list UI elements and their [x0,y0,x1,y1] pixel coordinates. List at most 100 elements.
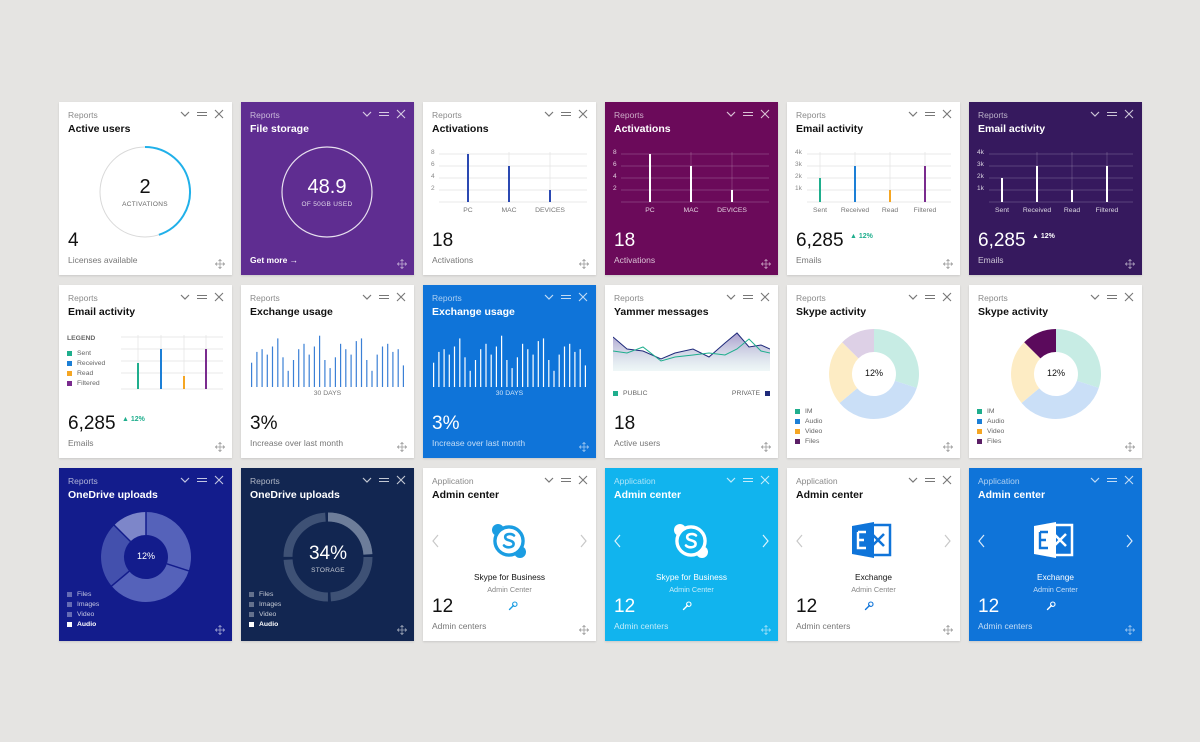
skype-activity-card-highlight[interactable]: Reports Skype activity 12% IM Audio Vide… [969,285,1142,458]
move-icon[interactable] [1125,442,1135,452]
hamburger-icon[interactable] [378,108,390,120]
exchange-usage-card-dark[interactable]: Reports Exchange usage 30 DAYS 3% Increa… [423,285,596,458]
chevron-down-icon[interactable] [1089,108,1101,120]
close-icon[interactable] [1123,474,1135,486]
hamburger-icon[interactable] [924,474,936,486]
close-icon[interactable] [395,291,407,303]
hamburger-icon[interactable] [1106,474,1118,486]
close-icon[interactable] [577,108,589,120]
move-icon[interactable] [761,625,771,635]
chevron-down-icon[interactable] [725,474,737,486]
chevron-down-icon[interactable] [907,474,919,486]
move-icon[interactable] [579,442,589,452]
chevron-right-icon[interactable] [578,534,588,548]
close-icon[interactable] [759,291,771,303]
move-icon[interactable] [943,259,953,269]
yammer-messages-card[interactable]: Reports Yammer messages PUBLIC PRIVATE 1… [605,285,778,458]
wrench-icon[interactable] [682,601,692,611]
hamburger-icon[interactable] [742,291,754,303]
admin-center-exchange-card-dark[interactable]: Application Admin center Exchange Admin … [969,468,1142,641]
close-icon[interactable] [213,108,225,120]
close-icon[interactable] [759,474,771,486]
move-icon[interactable] [579,625,589,635]
activations-card[interactable]: Reports Activations 8 6 4 2 PC MAC DEVIC… [423,102,596,275]
move-icon[interactable] [943,442,953,452]
move-icon[interactable] [215,442,225,452]
chevron-down-icon[interactable] [1089,291,1101,303]
admin-center-exchange-card[interactable]: Application Admin center Exchange Admin … [787,468,960,641]
chevron-right-icon[interactable] [942,534,952,548]
move-icon[interactable] [761,259,771,269]
close-icon[interactable] [1123,291,1135,303]
wrench-icon[interactable] [864,601,874,611]
onedrive-storage-card[interactable]: Reports OneDrive uploads 34% STORAGE Fil… [241,468,414,641]
close-icon[interactable] [213,291,225,303]
close-icon[interactable] [941,108,953,120]
chevron-down-icon[interactable] [361,474,373,486]
chevron-down-icon[interactable] [361,108,373,120]
close-icon[interactable] [941,474,953,486]
hamburger-icon[interactable] [742,108,754,120]
close-icon[interactable] [577,291,589,303]
chevron-left-icon[interactable] [431,534,441,548]
chevron-down-icon[interactable] [543,474,555,486]
hamburger-icon[interactable] [560,108,572,120]
move-icon[interactable] [397,442,407,452]
chevron-left-icon[interactable] [795,534,805,548]
hamburger-icon[interactable] [1106,108,1118,120]
chevron-down-icon[interactable] [907,291,919,303]
get-more-link[interactable]: Get more → [250,255,299,265]
hamburger-icon[interactable] [924,108,936,120]
move-icon[interactable] [1125,625,1135,635]
exchange-usage-card[interactable]: Reports Exchange usage 30 DAYS 3% Increa… [241,285,414,458]
hamburger-icon[interactable] [1106,291,1118,303]
move-icon[interactable] [1125,259,1135,269]
email-activity-card[interactable]: Reports Email activity 4k 3k 2k 1k Sent … [787,102,960,275]
hamburger-icon[interactable] [196,474,208,486]
chevron-left-icon[interactable] [977,534,987,548]
move-icon[interactable] [215,625,225,635]
activations-card-dark[interactable]: Reports Activations 8 6 4 2 PC MAC DEVIC… [605,102,778,275]
close-icon[interactable] [759,108,771,120]
hamburger-icon[interactable] [560,474,572,486]
email-activity-card-dark[interactable]: Reports Email activity 4k 3k 2k 1k Sent … [969,102,1142,275]
file-storage-card[interactable]: Reports File storage 48.9 OF 50GB USED G… [241,102,414,275]
hamburger-icon[interactable] [196,291,208,303]
close-icon[interactable] [395,474,407,486]
hamburger-icon[interactable] [378,291,390,303]
move-icon[interactable] [943,625,953,635]
chevron-right-icon[interactable] [760,534,770,548]
move-icon[interactable] [579,259,589,269]
admin-center-skype-card-dark[interactable]: Application Admin center Skype for Busin… [605,468,778,641]
move-icon[interactable] [215,259,225,269]
chevron-down-icon[interactable] [725,291,737,303]
email-activity-legend-card[interactable]: Reports Email activity LEGEND Sent Recei… [59,285,232,458]
admin-center-skype-card[interactable]: Application Admin center Skype for Busin… [423,468,596,641]
hamburger-icon[interactable] [378,474,390,486]
chevron-down-icon[interactable] [179,108,191,120]
hamburger-icon[interactable] [196,108,208,120]
active-users-card[interactable]: Reports Active users 2 ACTIVATIONS 4 Lic… [59,102,232,275]
close-icon[interactable] [577,474,589,486]
hamburger-icon[interactable] [924,291,936,303]
move-icon[interactable] [397,625,407,635]
move-icon[interactable] [761,442,771,452]
wrench-icon[interactable] [1046,601,1056,611]
move-icon[interactable] [397,259,407,269]
wrench-icon[interactable] [508,601,518,611]
chevron-down-icon[interactable] [1089,474,1101,486]
chevron-down-icon[interactable] [907,108,919,120]
chevron-down-icon[interactable] [179,291,191,303]
skype-activity-card[interactable]: Reports Skype activity 12% IM Audio Vide… [787,285,960,458]
onedrive-uploads-card[interactable]: Reports OneDrive uploads 12% Files Image… [59,468,232,641]
close-icon[interactable] [1123,108,1135,120]
close-icon[interactable] [213,474,225,486]
chevron-right-icon[interactable] [1124,534,1134,548]
hamburger-icon[interactable] [560,291,572,303]
hamburger-icon[interactable] [742,474,754,486]
close-icon[interactable] [941,291,953,303]
close-icon[interactable] [395,108,407,120]
chevron-down-icon[interactable] [361,291,373,303]
chevron-down-icon[interactable] [543,291,555,303]
chevron-down-icon[interactable] [179,474,191,486]
